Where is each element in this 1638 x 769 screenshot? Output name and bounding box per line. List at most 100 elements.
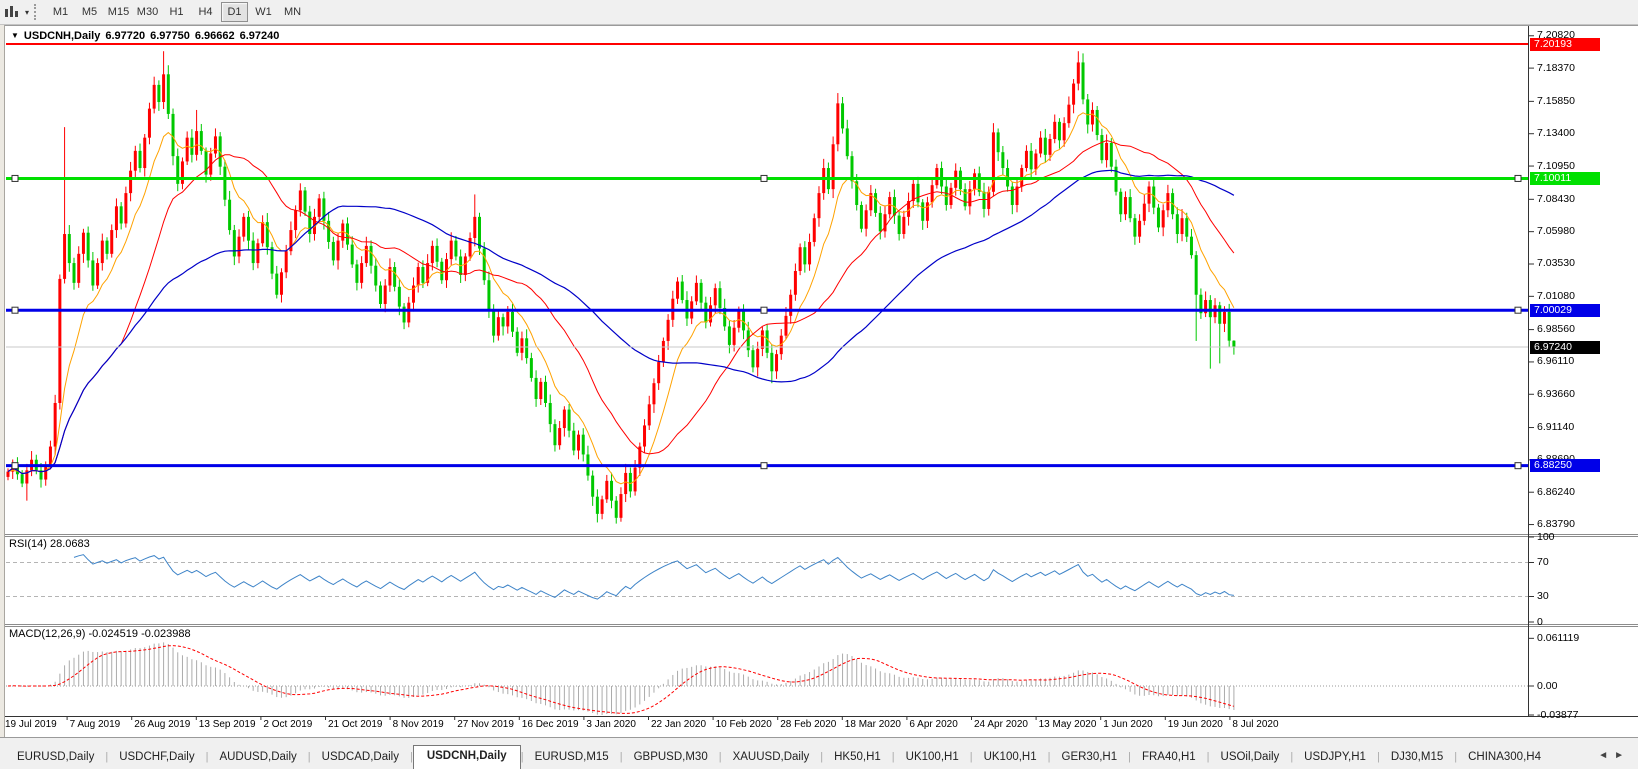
timeframe-button-M5[interactable]: M5 [81,6,98,18]
macd-indicator-label: MACD(12,26,9) -0.024519 -0.023988 [9,628,191,640]
periods-toolbar: ▾ M1 M5 M15 M30 H1 H4 D1 W1 MN [0,0,1638,25]
price-tick-label: 6.96110 [1537,355,1575,368]
tab-separator: | [718,751,722,763]
tab-separator: | [1047,751,1051,763]
tab-usdcad-daily[interactable]: USDCAD,Daily [321,751,399,763]
tab-separator: | [820,751,824,763]
tab-audusd-daily[interactable]: AUDUSD,Daily [219,751,297,763]
date-axis-label: 28 Feb 2020 [780,719,837,730]
tab-uk100-h1[interactable]: UK100,H1 [905,751,959,763]
date-axis-label: 13 Sep 2019 [198,719,256,730]
high-value: 6.97750 [150,30,190,42]
scroll-left-icon[interactable]: ◄ [1598,750,1615,761]
hline-price-label: 7.00029 [1530,303,1600,317]
tab-separator: | [105,751,109,763]
symbol-period-label: USDCNH,Daily [23,30,101,42]
date-axis-label: 26 Aug 2019 [134,719,191,730]
timeframe-button-M30[interactable]: M30 [136,6,159,18]
date-axis-label: 22 Jan 2020 [651,719,707,730]
tab-eurusd-m15[interactable]: EURUSD,M15 [534,751,609,763]
tab-gbpusd-m30[interactable]: GBPUSD,M30 [633,751,708,763]
tab-usoil-daily[interactable]: USOil,Daily [1220,751,1280,763]
chart-type-icon[interactable]: ▾ [3,3,29,21]
date-axis-label: 8 Nov 2019 [392,719,444,730]
close-value: 6.97240 [239,30,280,42]
tab-separator: | [1290,751,1294,763]
date-axis-label: 19 Jun 2020 [1167,719,1223,730]
tab-china300-h4[interactable]: CHINA300,H4 [1468,751,1541,763]
price-tick-label: 7.15850 [1537,94,1575,107]
date-axis-label: 19 Jul 2019 [5,719,57,730]
price-tick-label: 7.01080 [1537,289,1575,302]
tab-separator: | [891,751,895,763]
tab-ger30-h1[interactable]: GER30,H1 [1061,751,1118,763]
rsi-scale-label: 70 [1537,556,1549,568]
tab-usdchf-daily[interactable]: USDCHF,Daily [119,751,195,763]
open-value: 6.97720 [105,30,146,42]
timeframe-button-H1[interactable]: H1 [169,6,184,18]
tab-xauusd-daily[interactable]: XAUUSD,Daily [732,751,810,763]
price-tick-label: 7.05980 [1537,225,1575,238]
scroll-right-icon[interactable]: ► [1614,750,1630,761]
tab-hk50-h1[interactable]: HK50,H1 [834,751,881,763]
timeframe-buttons: M1 M5 M15 M30 H1 H4 D1 W1 MN [46,2,307,22]
tab-separator: | [1376,751,1380,763]
price-tick-label: 7.03530 [1537,257,1575,270]
tab-list: EURUSD,Daily | USDCHF,Daily | AUDUSD,Daily | U… [6,745,1552,769]
chart-ohlc-header: ▼ USDCNH,Daily 6.97720 6.97750 6.96662 6.9724… [11,30,279,42]
timeframe-button-MN[interactable]: MN [283,6,302,18]
macd-scale-label: 0.061119 [1537,631,1580,644]
tab-dj30-m15[interactable]: DJ30,M15 [1390,751,1444,763]
price-tick-label: 7.10950 [1537,159,1575,172]
price-tick-label: 6.86240 [1537,485,1575,498]
window-left-border [0,25,5,737]
price-tick-label: 7.13400 [1537,127,1575,140]
hline-price-label: 7.20193 [1530,37,1600,51]
tab-separator: | [619,751,623,763]
chart-tab-bar: EURUSD,Daily | USDCHF,Daily | AUDUSD,Daily | U… [0,737,1638,769]
price-tick-label: 6.98560 [1537,323,1575,336]
tab-usdjpy-h1[interactable]: USDJPY,H1 [1304,751,1366,763]
tab-separator: | [307,751,311,763]
rsi-indicator-label: RSI(14) 28.0683 [9,538,90,550]
tab-separator: | [969,751,973,763]
price-tick-label: 6.91140 [1537,421,1575,434]
date-axis-label: 16 Dec 2019 [521,719,579,730]
date-axis-label: 27 Nov 2019 [457,719,514,730]
low-value: 6.96662 [194,30,235,42]
current-price-label: 6.97240 [1530,340,1600,354]
tab-uk100-h1[interactable]: UK100,H1 [983,751,1037,763]
tab-separator: | [520,751,524,763]
tab-separator: | [1128,751,1131,763]
tab-eurusd-daily[interactable]: EURUSD,Daily [17,751,95,763]
macd-scale-label: 0.00 [1537,679,1558,692]
date-axis-label: 8 Jul 2020 [1232,719,1279,730]
timeframe-button-H4[interactable]: H4 [198,6,213,18]
date-axis-label: 18 Mar 2020 [844,719,901,730]
timeframe-button-W1[interactable]: W1 [255,6,272,18]
date-axis-label: 21 Oct 2019 [328,719,383,730]
price-tick-label: 7.18370 [1537,61,1575,74]
tab-scroll-arrows[interactable]: ◄► [1598,750,1630,761]
date-axis-label: 10 Feb 2020 [715,719,772,730]
tab-usdcnh-daily[interactable]: USDCNH,Daily [412,745,521,769]
timeframe-button-M15[interactable]: M15 [107,6,130,18]
timeframe-button-D1[interactable]: D1 [221,2,248,22]
date-axis-label: 1 Jun 2020 [1103,719,1153,730]
date-axis-label: 3 Jan 2020 [586,719,636,730]
toolbar-grip[interactable] [34,4,41,20]
tab-fra40-h1[interactable]: FRA40,H1 [1141,751,1196,763]
price-tick-label: 6.93660 [1537,387,1575,400]
date-axis-label: 2 Oct 2019 [263,719,313,730]
chevron-down-icon: ▾ [24,7,29,17]
timeframe-button-M1[interactable]: M1 [52,6,69,18]
hline-price-label: 7.10011 [1530,171,1600,185]
date-axis-label: 6 Apr 2020 [909,719,958,730]
rsi-scale-label: 30 [1537,590,1549,602]
price-tick-label: 7.08430 [1537,192,1575,205]
date-axis-label: 7 Aug 2019 [69,719,121,730]
date-axis-label: 24 Apr 2020 [974,719,1028,730]
date-axis-label: 13 May 2020 [1038,719,1097,730]
rsi-scale-label: 0 [1537,615,1543,628]
